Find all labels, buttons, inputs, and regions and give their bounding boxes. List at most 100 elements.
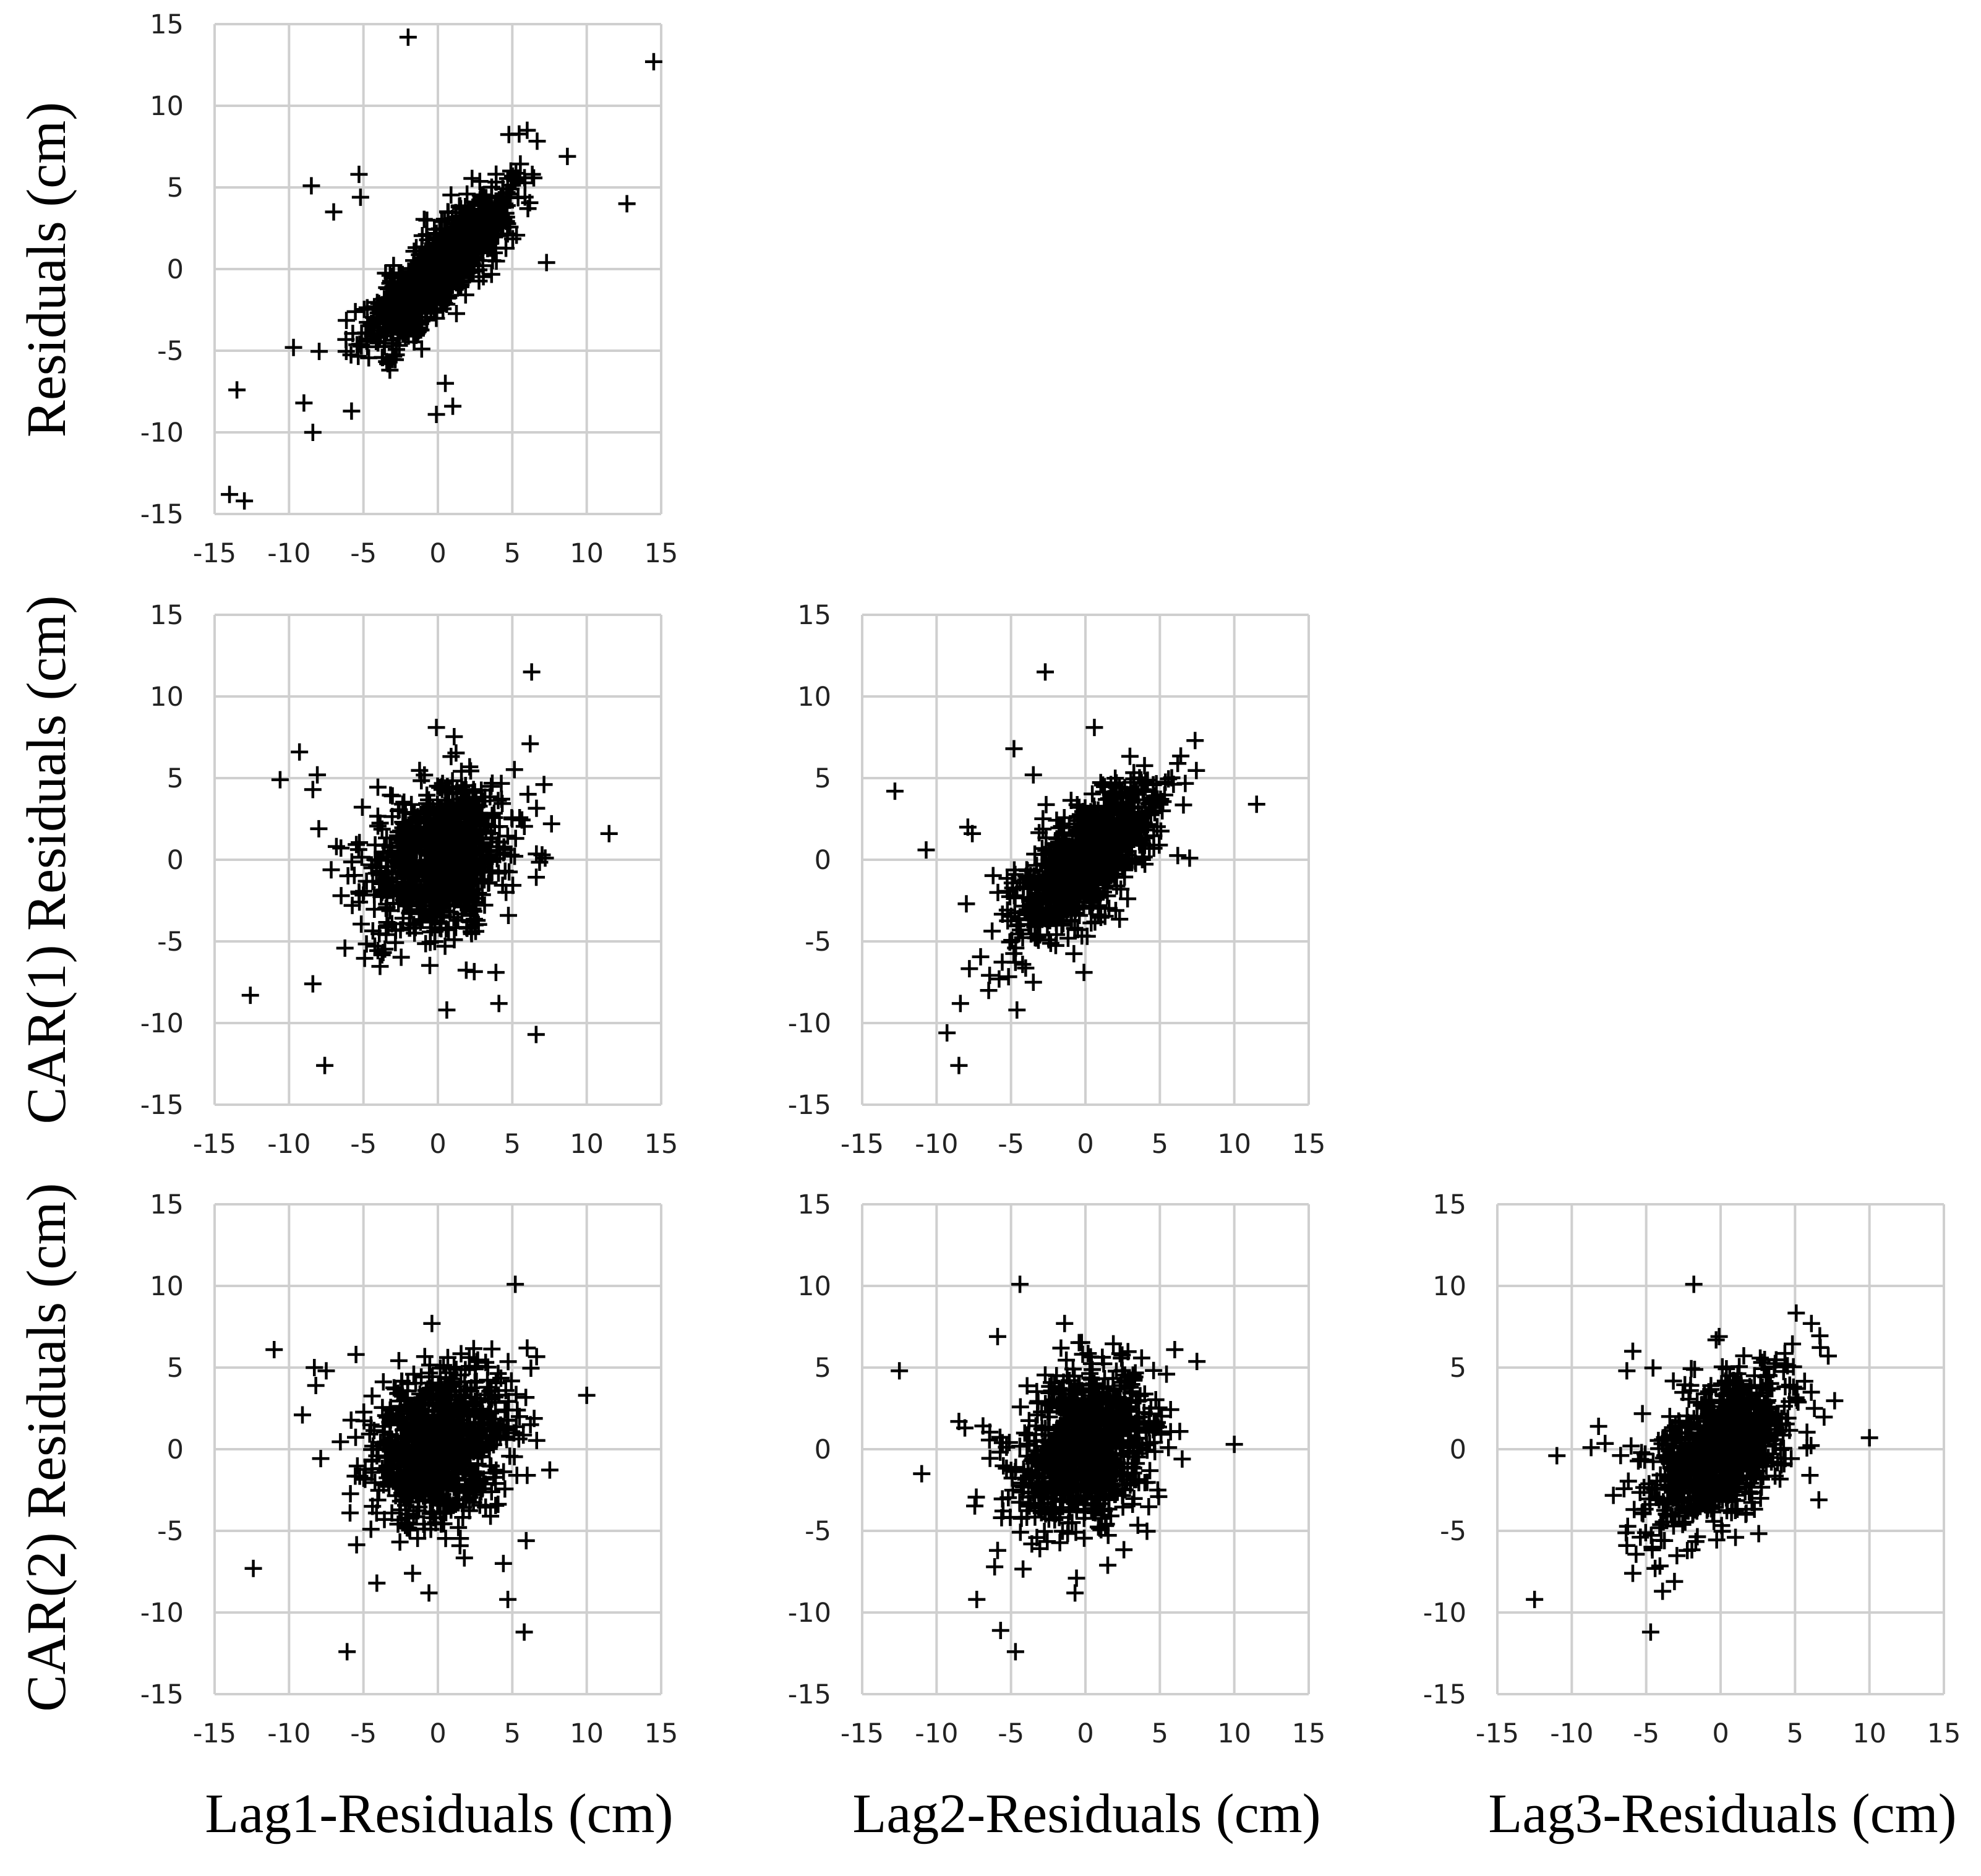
scatter-point-plus [399, 28, 417, 46]
y-tick-label: -5 [805, 1516, 831, 1547]
y-tick-label: -5 [805, 927, 831, 957]
x-tick-label: 0 [429, 538, 446, 569]
scatter-point-plus [453, 218, 471, 236]
x-tick-label: 10 [1217, 1129, 1251, 1160]
scatter-point-plus [404, 1564, 422, 1582]
scatter-point-plus [487, 209, 505, 227]
scatter-point-plus [415, 888, 433, 906]
scatter-point-plus [390, 857, 408, 875]
scatter-point-plus [444, 889, 462, 907]
y-tick-label: 10 [797, 682, 831, 713]
x-tick-label: -15 [193, 1129, 236, 1160]
scatter-point-plus [408, 858, 426, 876]
x-tick-label: -15 [193, 538, 236, 569]
scatter-points [244, 1275, 596, 1661]
scatter-point-plus [1169, 847, 1187, 865]
scatter-point-plus [507, 172, 524, 190]
scatter-point-plus [427, 405, 445, 423]
x-tick-label: -5 [350, 1718, 377, 1749]
scatter-point-plus [271, 771, 289, 789]
scatter-point-plus [332, 1433, 349, 1451]
scatter-point-plus [360, 349, 378, 367]
scatter-point-plus [295, 394, 313, 412]
scatter-point-plus [523, 663, 541, 681]
scatter-point-plus [455, 859, 473, 876]
scatter-point-plus [228, 381, 246, 399]
scatter-point-plus [403, 795, 421, 813]
x-tick-label: 0 [429, 1129, 446, 1160]
scatter-point-plus [1065, 944, 1083, 962]
scatter-point-plus [981, 966, 999, 984]
scatter-point-plus [460, 818, 478, 836]
scatter-point-plus [1024, 766, 1042, 784]
scatter-point-plus [445, 794, 463, 812]
scatter-point-plus [369, 778, 387, 796]
scatter-point-plus [458, 891, 476, 909]
scatter-point-plus [463, 828, 481, 846]
y-tick-label: -5 [157, 336, 184, 367]
scatter-point-plus [438, 1001, 456, 1019]
scatter-point-plus [407, 279, 425, 297]
scatter-point-plus [442, 847, 460, 865]
scatter-point-plus [426, 933, 443, 951]
scatter-point-plus [371, 957, 389, 975]
scatter-point-plus [473, 792, 491, 810]
scatter-point-plus [448, 250, 466, 268]
scatter-point-plus [306, 1359, 323, 1376]
scatter-point-plus [469, 915, 487, 933]
scatter-point-plus [505, 761, 523, 779]
scatter-point-plus [401, 919, 419, 937]
scatter-point-plus [413, 312, 430, 330]
scatter-point-plus [470, 261, 488, 279]
scatter-point-plus [427, 805, 445, 823]
x-tick-label: -15 [841, 1129, 884, 1160]
scatter-point-plus [472, 236, 490, 254]
scatter-point-plus [938, 1024, 956, 1042]
scatter-point-plus [644, 53, 662, 71]
scatter-point-plus [523, 165, 541, 183]
x-tick-label: 5 [504, 538, 521, 569]
scatter-point-plus [355, 301, 373, 319]
scatter-point-plus [426, 257, 444, 275]
scatter-point-plus [1187, 761, 1205, 779]
scatter-point-plus [483, 178, 501, 196]
scatter-point-plus [1014, 1560, 1032, 1578]
x-tick-label: 15 [1292, 1718, 1326, 1749]
scatter-point-plus [1024, 974, 1042, 991]
scatter-points [886, 663, 1265, 1074]
x-tick-label: -10 [915, 1718, 958, 1749]
scatter-point-plus [494, 795, 511, 813]
scatter-point-plus [343, 402, 361, 420]
y-tick-label: 5 [167, 763, 184, 794]
scatter-point-plus [404, 803, 422, 821]
scatter-point-plus [349, 348, 367, 366]
x-tick-label: 15 [1292, 1129, 1326, 1160]
scatter-point-plus [465, 962, 483, 980]
scatter-point-plus [535, 776, 553, 794]
scatter-point-plus [984, 867, 1002, 884]
scatter-point-plus [375, 836, 393, 854]
scatter-point-plus [291, 743, 309, 761]
scatter-point-plus [519, 200, 537, 218]
scatter-point-plus [450, 197, 468, 215]
y-tick-label: 15 [150, 9, 184, 40]
scatter-point-plus [368, 1574, 386, 1592]
scatter-point-plus [886, 782, 904, 800]
scatter-point-plus [487, 964, 505, 982]
scatter-point-plus [435, 212, 453, 229]
scatter-point-plus [383, 880, 401, 897]
scatter-point-plus [422, 906, 440, 924]
x-tick-label: 5 [504, 1718, 521, 1749]
scatter-point-plus [310, 820, 328, 837]
scatter-point-plus [500, 863, 518, 881]
scatter-point-plus [1172, 747, 1190, 765]
scatter-point-plus [515, 1623, 533, 1641]
scatter-point-plus [558, 147, 576, 165]
scatter-point-plus [383, 351, 401, 369]
scatter-point-plus [325, 203, 343, 221]
scatter-point-plus [426, 829, 443, 847]
scatter-point-plus [483, 807, 501, 824]
